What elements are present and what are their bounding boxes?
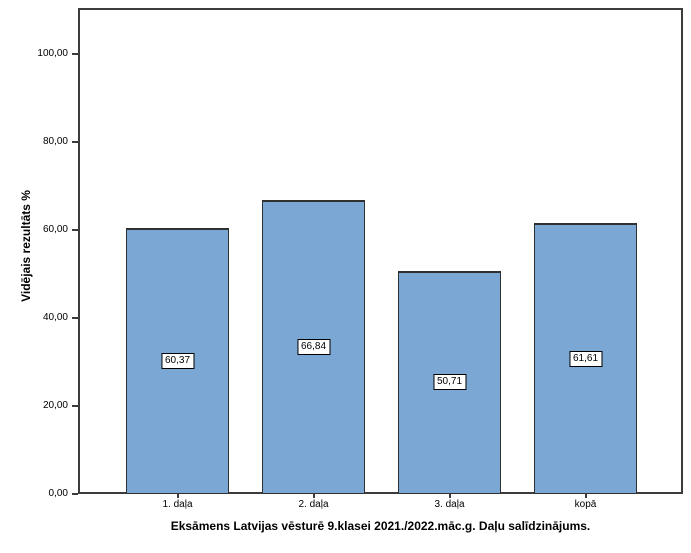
bar-value-label: 61,61 xyxy=(568,350,603,367)
bar-value-label: 66,84 xyxy=(296,339,331,355)
y-tick-label: 40,00 xyxy=(42,312,68,324)
x-category-label: 3. daļa xyxy=(434,499,465,510)
x-tick-mark xyxy=(176,494,179,498)
y-tick-mark xyxy=(72,317,78,320)
y-tick-label: 100,00 xyxy=(37,48,68,60)
y-axis-title: Vidējais rezultāts % xyxy=(19,190,33,302)
y-tick-label: 60,00 xyxy=(42,224,68,236)
y-tick-mark xyxy=(72,141,78,144)
x-category-label: 1. daļa xyxy=(162,499,193,510)
bar-value-label: 50,71 xyxy=(432,374,467,391)
x-category-label: 2. daļa xyxy=(298,499,329,510)
x-category-label: kopā xyxy=(574,499,597,510)
y-tick-mark xyxy=(72,229,78,232)
x-tick-mark xyxy=(448,494,451,498)
y-tick-label: 20,00 xyxy=(42,400,68,412)
y-tick-label: 80,00 xyxy=(42,136,68,148)
y-tick-mark xyxy=(72,53,78,56)
y-tick-label: 0,00 xyxy=(48,488,68,499)
x-tick-mark xyxy=(584,494,587,498)
y-tick-mark xyxy=(72,405,78,408)
x-tick-mark xyxy=(312,494,315,498)
bar-value-label: 60,37 xyxy=(160,353,195,370)
y-tick-mark xyxy=(72,493,78,495)
chart-title: Eksāmens Latvijas vēsturē 9.klasei 2021.… xyxy=(170,519,591,533)
